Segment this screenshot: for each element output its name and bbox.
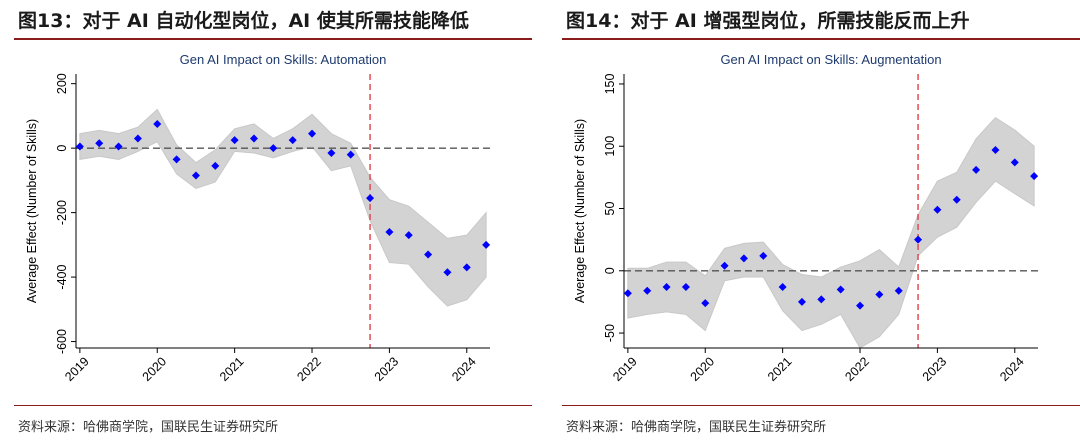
data-point [797, 297, 806, 306]
y-tick-label: 50 [603, 202, 617, 216]
x-tick-label: 2024 [997, 354, 1027, 384]
title-rule [14, 38, 532, 40]
figure-panel-automation: 图13：对于 AI 自动化型岗位，AI 使其所需技能降低 Gen AI Impa… [0, 0, 532, 446]
x-tick-label: 2022 [842, 354, 872, 384]
data-point [346, 150, 355, 159]
data-point [875, 290, 884, 299]
y-axis-title: Average Effect (Number of Skills) [25, 119, 39, 303]
data-point [95, 139, 104, 148]
automation-chart: Gen AI Impact on Skills: Automation 200 0 -… [25, 52, 491, 384]
data-point [172, 155, 181, 164]
source-rule [562, 405, 1080, 406]
data-point [914, 235, 923, 244]
y-tick-label: 0 [55, 145, 69, 152]
data-point [366, 194, 375, 203]
data-point [952, 195, 961, 204]
augmentation-chart: Gen AI Impact on Skills: Augmentation 150… [573, 52, 1039, 384]
x-tick-label: 2023 [920, 354, 950, 384]
chart-title: Gen AI Impact on Skills: Automation [180, 52, 387, 67]
data-point [972, 165, 981, 174]
data-point [191, 171, 200, 180]
source-note: 资料来源：哈佛商学院，国联民生证券研究所 [566, 420, 827, 435]
y-tick-label: -400 [55, 265, 69, 290]
y-tick-label: -600 [55, 329, 69, 354]
source-note: 资料来源：哈佛商学院，国联民生证券研究所 [18, 420, 279, 435]
data-point [991, 145, 1000, 154]
y-tick-label: 100 [603, 136, 617, 157]
data-point [153, 119, 162, 128]
data-point [1010, 158, 1019, 167]
data-point [249, 134, 258, 143]
data-point [662, 282, 671, 291]
title-rule [562, 38, 1080, 40]
data-point [623, 289, 632, 298]
figure-title: 图13：对于 AI 自动化型岗位，AI 使其所需技能降低 [18, 10, 469, 32]
data-point [681, 282, 690, 291]
data-point [894, 286, 903, 295]
x-tick-label: 2020 [140, 354, 170, 384]
y-tick-label: 150 [603, 73, 617, 94]
data-point [856, 301, 865, 310]
data-point [404, 231, 413, 240]
data-point [482, 240, 491, 249]
data-point [211, 161, 220, 170]
source-rule [14, 405, 532, 406]
data-point [308, 129, 317, 138]
x-tick-label: 2021 [217, 354, 247, 384]
data-point [933, 205, 942, 214]
data-point [836, 285, 845, 294]
x-tick-label: 2019 [62, 354, 92, 384]
x-tick-label: 2023 [372, 354, 402, 384]
x-tick-label: 2021 [765, 354, 795, 384]
y-tick-label: 0 [603, 267, 617, 274]
confidence-band [627, 116, 1035, 349]
data-point [643, 286, 652, 295]
data-point [385, 227, 394, 236]
data-point [424, 250, 433, 259]
data-point [720, 261, 729, 270]
x-tick-label: 2024 [449, 354, 479, 384]
confidence-band [79, 108, 487, 307]
data-point [1030, 172, 1039, 181]
y-tick-label: 200 [55, 73, 69, 94]
data-point [288, 136, 297, 145]
x-tick-label: 2022 [294, 354, 324, 384]
data-point [817, 295, 826, 304]
data-point [462, 263, 471, 272]
y-tick-label: -50 [603, 324, 617, 342]
data-point [269, 144, 278, 153]
figure-panel-augmentation: 图14：对于 AI 增强型岗位，所需技能反而上升 Gen AI Impact o… [548, 0, 1080, 446]
x-tick-label: 2020 [688, 354, 718, 384]
figure-title: 图14：对于 AI 增强型岗位，所需技能反而上升 [566, 10, 970, 32]
data-point [75, 142, 84, 151]
x-tick-label: 2019 [610, 354, 640, 384]
data-point [759, 251, 768, 260]
data-point [114, 142, 123, 151]
y-tick-label: -200 [55, 200, 69, 225]
data-point [133, 134, 142, 143]
data-point [701, 299, 710, 308]
data-point [327, 148, 336, 157]
data-point [778, 282, 787, 291]
data-point [230, 136, 239, 145]
data-point [443, 268, 452, 277]
chart-title: Gen AI Impact on Skills: Augmentation [720, 52, 941, 67]
y-axis-title: Average Effect (Number of Skills) [573, 119, 587, 303]
data-point [739, 254, 748, 263]
